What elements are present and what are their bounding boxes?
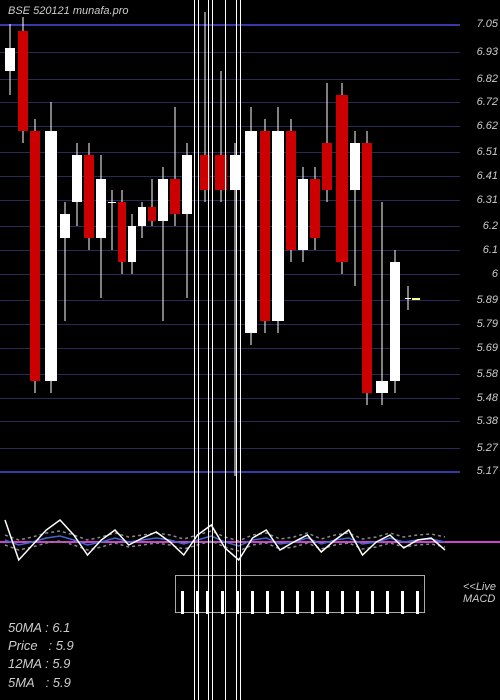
symbol-label: 520121 — [33, 5, 70, 17]
candle — [260, 119, 270, 333]
candle — [118, 190, 126, 273]
candle — [60, 202, 70, 321]
candle — [45, 102, 57, 392]
ma12-line: 12MA : 5.9 — [8, 655, 492, 673]
candle — [72, 143, 82, 226]
current-price-marker — [412, 298, 420, 300]
candle — [310, 167, 320, 250]
candle — [18, 17, 28, 143]
ma50-line: 50MA : 6.1 — [8, 619, 492, 637]
candle — [5, 24, 15, 95]
candle — [148, 179, 156, 227]
candle — [245, 107, 257, 345]
candle — [272, 107, 284, 333]
candle — [182, 143, 192, 298]
candle — [336, 83, 348, 273]
candle — [138, 202, 146, 238]
candle — [158, 167, 168, 322]
candle — [298, 167, 308, 262]
candle — [350, 131, 360, 286]
source-label: munafa.pro — [73, 5, 129, 17]
ma5-line: 5MA : 5.9 — [8, 674, 492, 692]
candle — [128, 214, 136, 274]
price-line: Price : 5.9 — [8, 637, 492, 655]
candle — [30, 119, 40, 393]
macd-label: <<Live MACD — [463, 581, 496, 605]
candle — [362, 131, 372, 405]
candle — [230, 143, 240, 476]
candlestick-chart: BSE 520121 munafa.pro — [0, 0, 460, 500]
info-panel: 50MA : 6.1 Price : 5.9 12MA : 5.9 5MA : … — [0, 615, 500, 700]
chart-container: BSE 520121 munafa.pro 7.056.936.826.726.… — [0, 0, 500, 700]
candle — [405, 286, 411, 310]
y-axis: 7.056.936.826.726.626.516.416.316.26.165… — [460, 0, 500, 500]
candle — [96, 155, 106, 298]
chart-title: BSE 520121 munafa.pro — [8, 5, 129, 17]
candle — [376, 202, 388, 404]
candle — [322, 83, 332, 202]
candle — [170, 107, 180, 226]
macd-panel: <<Live MACD — [0, 500, 500, 615]
exchange-label: BSE — [8, 5, 30, 17]
candle — [286, 119, 296, 262]
candle — [84, 143, 94, 250]
candle — [390, 250, 400, 393]
candle — [108, 190, 116, 250]
